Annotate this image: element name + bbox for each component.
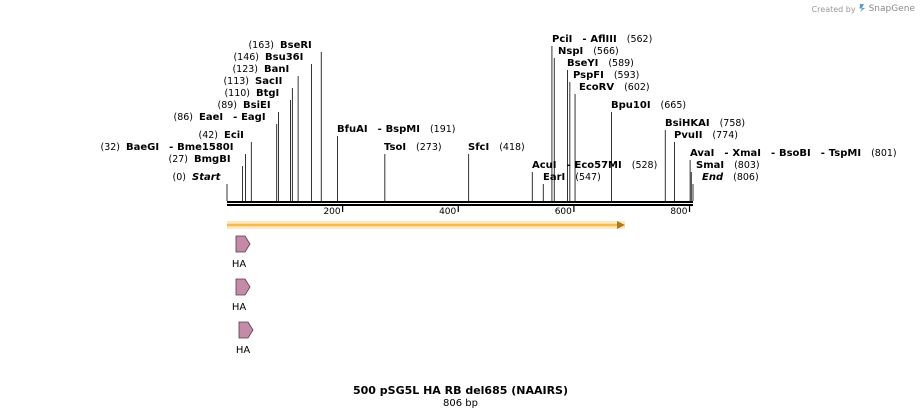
feature-label: HA [232,259,247,270]
site-separator: - [821,148,825,159]
site-position: (589) [608,58,634,69]
site-position: (803) [734,160,760,171]
site-eaei[interactable]: EaeI [199,112,223,123]
site-position: (86) [173,112,193,123]
site-position: (602) [624,82,650,93]
site-xmai[interactable]: XmaI [732,148,761,159]
site-separator: - [582,34,586,45]
site-separator: - [567,160,571,171]
site-position: (593) [614,70,640,81]
site-bme1580i[interactable]: Bme1580I [177,142,233,153]
site-pvuii[interactable]: PvuII [674,130,702,141]
site-bpu10i[interactable]: Bpu10I [611,100,651,111]
site-btgi[interactable]: BtgI [256,88,279,99]
map-title: 500 pSG5L HA RB del685 (NAAIRS) [352,384,568,397]
site-acui[interactable]: AcuI [532,160,557,171]
site-start[interactable]: Start [192,172,222,183]
site-position: (0) [173,172,186,183]
site-position: (758) [720,118,746,129]
orf-arrow-icon [617,221,625,229]
site-eari[interactable]: EarI [543,172,565,183]
site-position: (113) [223,76,249,87]
site-sfci[interactable]: SfcI [468,142,489,153]
site-bseri[interactable]: BseRI [280,40,312,51]
site-bsobi[interactable]: BsoBI [779,148,811,159]
site-position: (123) [232,64,258,75]
site-bspmi[interactable]: BspMI [386,124,420,135]
site-position: (110) [224,88,250,99]
feature-label: HA [232,302,247,313]
site-position: (562) [627,34,653,45]
feature-ha-arrow[interactable] [235,278,251,296]
site-separator: - [724,148,728,159]
site-pspfi[interactable]: PspFI [573,70,604,81]
site-baegi[interactable]: BaeGI [126,142,159,153]
site-bani[interactable]: BanI [264,64,289,75]
site-position: (665) [661,100,687,111]
site-afliii[interactable]: AflIII [590,34,616,45]
site-position: (774) [712,130,738,141]
site-bseyi[interactable]: BseYI [567,58,598,69]
site-position: (528) [632,160,658,171]
ruler-tick-label: 800 [670,207,687,217]
site-bsiei[interactable]: BsiEI [243,100,271,111]
site-separator: - [169,142,173,153]
site-position: (146) [233,52,259,63]
site-separator: - [233,112,237,123]
ruler-tick-label: 600 [555,207,572,217]
site-bsihkai[interactable]: BsiHKAI [665,118,710,129]
credit: Created by SnapGene [811,3,915,15]
site-position: (566) [593,46,619,57]
site-avai[interactable]: AvaI [690,148,714,159]
site-nspi[interactable]: NspI [558,46,583,57]
site-ecorv[interactable]: EcoRV [579,82,614,93]
site-position: (806) [733,172,759,183]
site-position: (163) [248,40,274,51]
feature-label: HA [236,345,251,356]
site-eco57mi[interactable]: Eco57MI [575,160,622,171]
site-pcii[interactable]: PciI [552,34,572,45]
site-tspmi[interactable]: TspMI [829,148,861,159]
site-position: (418) [499,142,525,153]
site-position: (89) [217,100,237,111]
site-eagi[interactable]: EagI [241,112,265,123]
site-position: (27) [168,154,188,165]
site-position: (42) [198,130,218,141]
site-bmgbi[interactable]: BmgBI [194,154,231,165]
site-bfuai[interactable]: BfuAI [337,124,368,135]
site-separator: - [771,148,775,159]
site-position: (32) [100,142,120,153]
ruler-tick-label: 400 [439,207,456,217]
site-position: (191) [430,124,456,135]
site-tsoi[interactable]: TsoI [384,142,406,153]
feature-ha-arrow[interactable] [238,321,254,339]
site-position: (801) [871,148,897,159]
sequence-length: 806 bp [443,398,478,409]
site-sacii[interactable]: SacII [255,76,282,87]
feature-ha-arrow[interactable] [235,235,251,253]
snapgene-logo-icon [858,3,867,15]
site-ecii[interactable]: EciI [224,130,244,141]
site-position: (547) [575,172,601,183]
site-bsu36i[interactable]: Bsu36I [265,52,303,63]
site-end[interactable]: End [702,172,724,183]
site-position: (273) [416,142,442,153]
site-separator: - [378,124,382,135]
ruler-tick-label: 200 [323,207,340,217]
site-smai[interactable]: SmaI [696,160,724,171]
